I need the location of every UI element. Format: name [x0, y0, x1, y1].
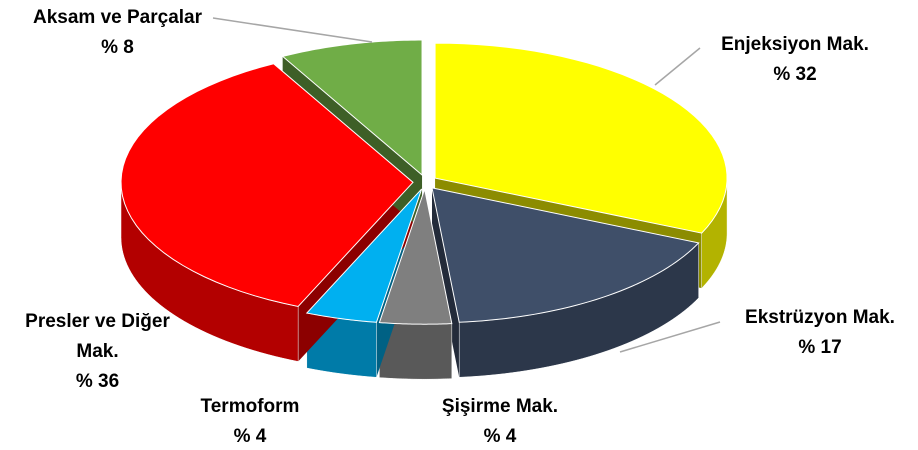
data-label: Aksam ve Parçalar % 8	[10, 3, 225, 63]
value-label: % 4	[483, 426, 517, 447]
leader-line	[619, 321, 721, 353]
data-label: Presler ve Diğer Mak. % 36	[10, 307, 185, 397]
value-label: % 8	[101, 37, 134, 58]
value-label: % 4	[233, 426, 267, 447]
leader-line	[212, 17, 373, 43]
category-label: Termoform	[200, 396, 300, 417]
slice	[305, 188, 423, 323]
data-label: Şişirme Mak. % 4	[400, 392, 600, 450]
leader-line	[654, 47, 701, 86]
category-label: Presler ve Diğer Mak.	[25, 311, 170, 362]
slice	[378, 187, 453, 325]
category-label: Aksam ve Parçalar	[32, 7, 202, 28]
data-label: Ekstrüzyon Mak. % 17	[720, 303, 918, 363]
slice	[120, 63, 414, 307]
value-label: % 17	[798, 337, 842, 358]
slice	[281, 39, 423, 177]
value-label: % 32	[773, 64, 817, 85]
category-label: Şişirme Mak.	[441, 396, 559, 417]
data-label: Enjeksiyon Mak. % 32	[690, 30, 900, 90]
value-label: % 36	[75, 371, 120, 392]
slice-edge	[431, 187, 460, 378]
data-label: Termoform % 4	[150, 392, 350, 450]
category-label: Enjeksiyon Mak.	[721, 34, 869, 55]
category-label: Ekstrüzyon Mak.	[745, 307, 895, 328]
slice	[434, 42, 728, 234]
slice	[431, 187, 700, 323]
